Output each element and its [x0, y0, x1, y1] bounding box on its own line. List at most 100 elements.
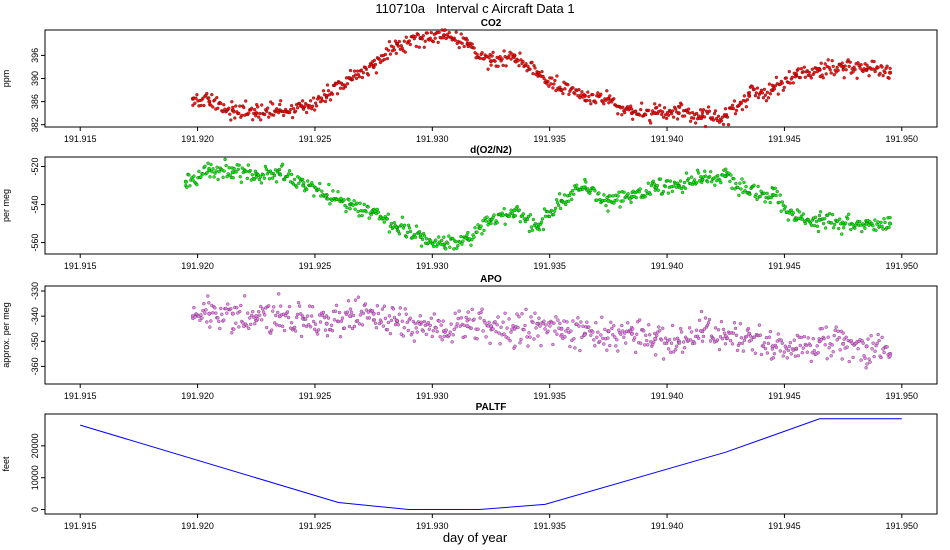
data-point [387, 314, 392, 318]
data-point [542, 76, 546, 81]
data-point [671, 184, 676, 188]
data-point [323, 99, 328, 104]
data-point [568, 344, 572, 349]
data-point [411, 319, 415, 324]
data-point [788, 340, 792, 345]
data-point [608, 343, 612, 348]
data-point [292, 177, 297, 182]
data-point [779, 209, 783, 213]
data-point [494, 330, 498, 334]
data-point [585, 98, 589, 103]
data-point [262, 310, 266, 314]
data-point [744, 184, 748, 189]
data-point [360, 75, 365, 80]
data-point [711, 337, 716, 341]
data-point [756, 95, 761, 100]
data-point [856, 347, 860, 351]
data-point [385, 328, 390, 332]
data-point [648, 192, 652, 196]
x-tick-label: 191.915 [64, 134, 97, 144]
x-tick-label: 191.945 [768, 261, 801, 271]
data-point [661, 115, 666, 119]
data-point [706, 105, 711, 109]
data-point [880, 224, 884, 228]
data-point [404, 312, 408, 316]
data-point [615, 198, 619, 202]
panel-title: APO [480, 274, 502, 285]
data-point [464, 315, 468, 320]
data-point [739, 187, 743, 191]
data-point [695, 168, 700, 172]
data-point [599, 333, 603, 337]
data-point [205, 91, 209, 96]
data-point [863, 226, 867, 230]
data-point [566, 326, 570, 331]
data-point [219, 306, 223, 311]
data-point [464, 236, 468, 240]
data-point [635, 332, 639, 336]
data-point [784, 76, 788, 80]
data-point [611, 333, 615, 337]
data-point [736, 185, 740, 190]
data-point [626, 192, 630, 196]
data-point [258, 111, 262, 116]
y-tick-label: -560 [30, 234, 40, 252]
data-point [703, 169, 707, 173]
data-point [372, 58, 377, 63]
data-point [209, 103, 213, 107]
data-point [661, 110, 665, 114]
data-point [498, 342, 502, 346]
data-point [782, 85, 786, 90]
data-point [607, 329, 611, 333]
data-point [866, 337, 870, 341]
data-point [359, 309, 364, 314]
data-point [680, 350, 685, 354]
data-point [883, 70, 887, 75]
data-point [321, 89, 326, 93]
data-point [402, 39, 406, 43]
data-point [238, 309, 242, 314]
data-point [594, 101, 598, 105]
data-point [336, 319, 341, 324]
data-point [362, 202, 366, 207]
data-point [586, 187, 590, 191]
data-point [475, 337, 479, 341]
data-point [467, 317, 471, 321]
data-point [556, 318, 560, 322]
data-point [279, 304, 283, 308]
data-point [361, 311, 366, 315]
data-point [480, 232, 484, 236]
data-point [527, 229, 532, 234]
data-point [374, 71, 379, 75]
data-point [673, 107, 678, 111]
data-point [550, 76, 554, 80]
y-tick-label: -520 [30, 158, 40, 176]
data-point [407, 226, 412, 230]
x-tick-label: 191.925 [299, 134, 332, 144]
data-point [716, 328, 721, 332]
data-point [304, 110, 309, 115]
data-point [245, 324, 249, 328]
data-point [388, 52, 393, 56]
data-point [735, 348, 740, 353]
data-point [620, 323, 624, 328]
data-point [334, 82, 339, 86]
data-point [280, 324, 285, 328]
data-point [240, 113, 244, 118]
data-point [836, 219, 840, 223]
data-point [299, 334, 304, 339]
data-point [427, 327, 431, 331]
data-point [329, 323, 334, 327]
data-point [633, 336, 637, 340]
data-point [440, 338, 444, 342]
data-point [876, 220, 880, 224]
data-point [385, 56, 390, 61]
y-tick-label: 20000 [30, 433, 40, 458]
data-point [264, 167, 269, 171]
data-point [476, 327, 480, 331]
data-point [293, 329, 298, 333]
data-point [582, 92, 586, 97]
data-point [606, 209, 610, 213]
data-point [382, 220, 386, 224]
data-point [199, 103, 203, 108]
